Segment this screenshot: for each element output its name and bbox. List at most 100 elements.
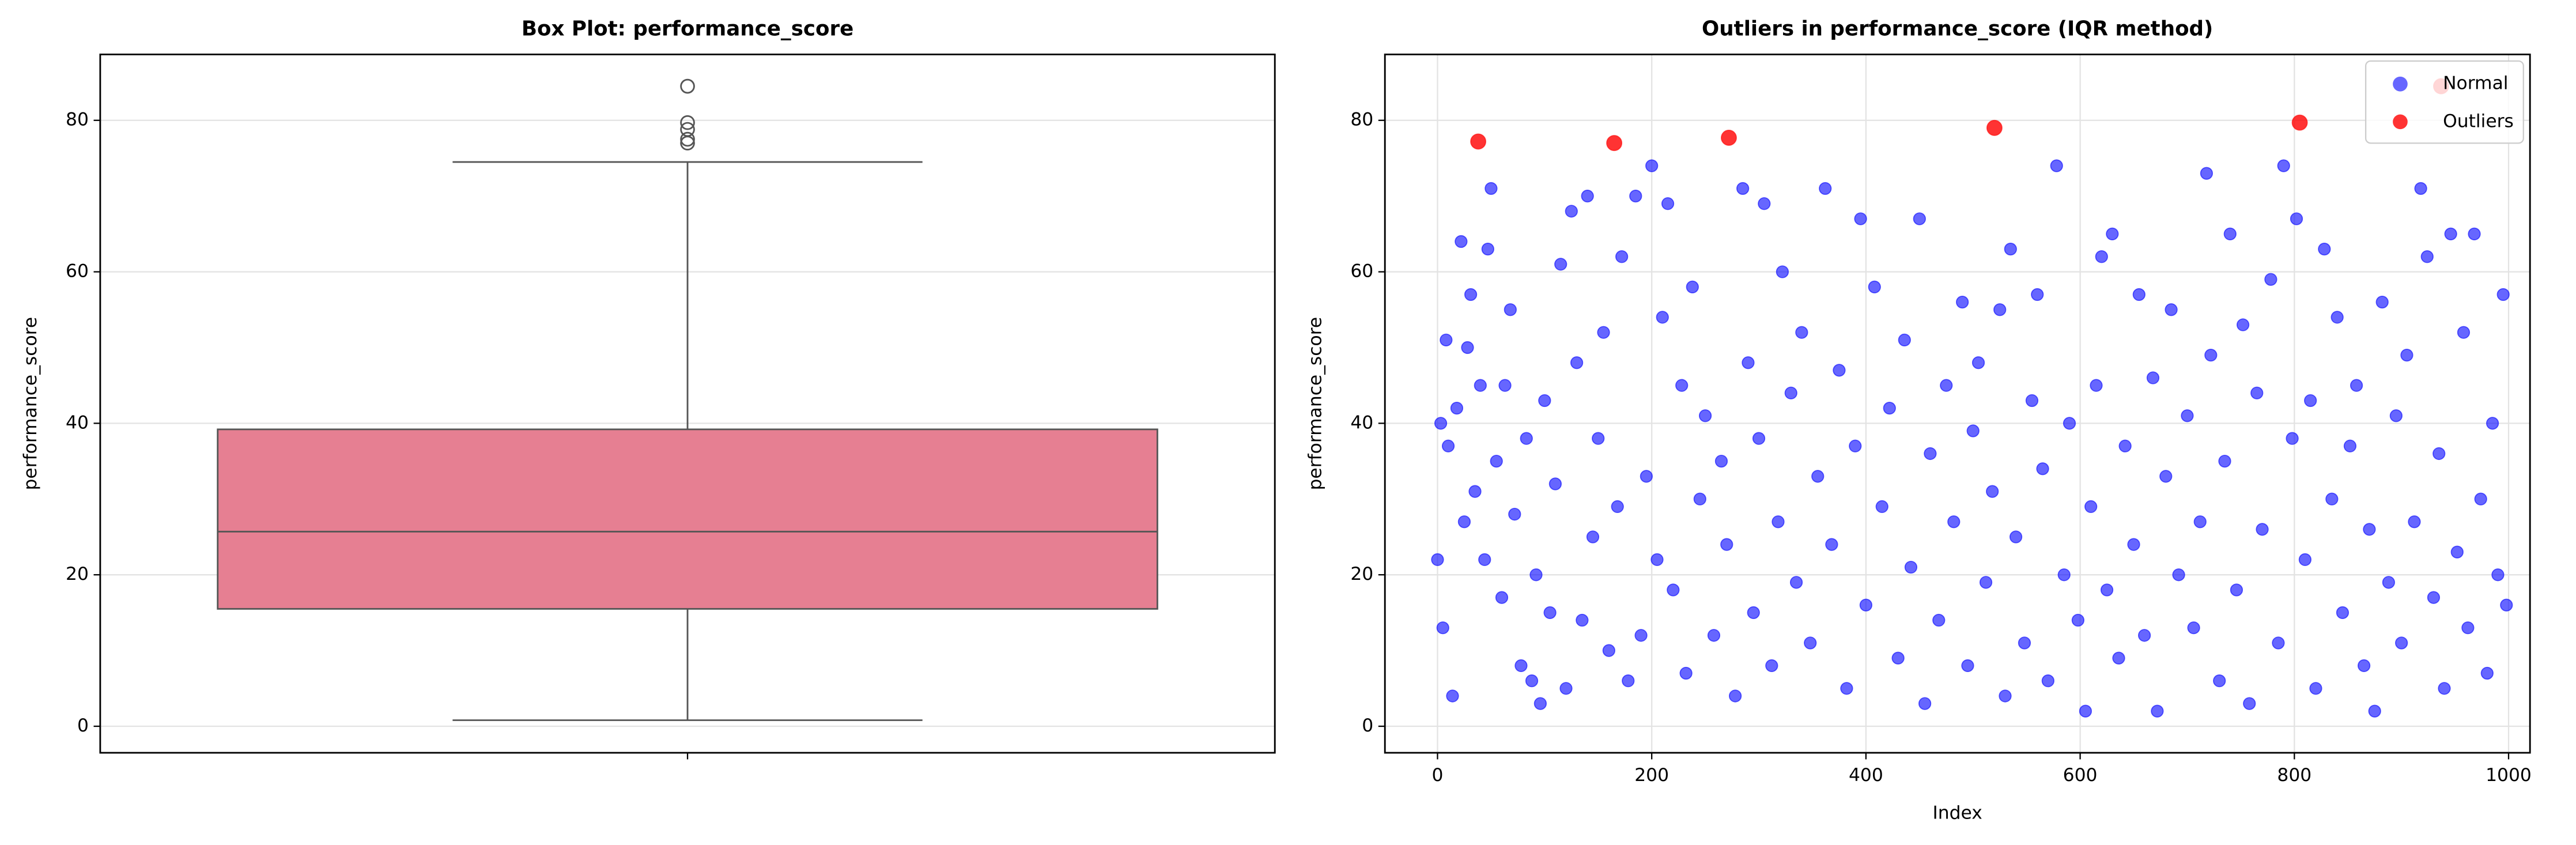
point (2486, 417, 2499, 430)
x-tick-label: 600 (2063, 765, 2098, 786)
x-tick-label: 0 (1431, 765, 1443, 786)
point (1883, 401, 1896, 415)
point (1586, 530, 1600, 544)
point (1656, 311, 1669, 324)
point (1434, 417, 1448, 430)
point (1859, 598, 1872, 612)
point (1533, 697, 1547, 710)
point (1940, 379, 1953, 392)
point (2414, 182, 2427, 195)
y-tick-label: 20 (1350, 564, 1373, 584)
point (2480, 666, 2494, 680)
point (2286, 432, 2299, 445)
point (1615, 250, 1629, 263)
point (1440, 333, 1453, 346)
point (2151, 704, 2164, 718)
y-tick-label: 60 (66, 261, 89, 282)
flier (680, 122, 695, 137)
point (1765, 659, 1778, 673)
point (2474, 492, 2487, 506)
chart-title: Outliers in performance_score (IQR metho… (1702, 17, 2213, 41)
x-tick-label: 1000 (2486, 765, 2532, 786)
point (2090, 379, 2103, 392)
point (1961, 659, 1974, 673)
point (1679, 666, 1693, 680)
point (1947, 515, 1961, 529)
point (2500, 598, 2513, 612)
point (2193, 515, 2207, 529)
scatter-panel: Outliers in performance_score (IQR metho… (1305, 17, 2531, 824)
point (1868, 280, 1881, 293)
point (1714, 454, 1728, 468)
point (2230, 583, 2243, 597)
point (1811, 470, 1825, 483)
point (1525, 674, 1539, 688)
x-tick-label: 800 (2277, 765, 2311, 786)
point (2250, 386, 2264, 399)
point (2420, 250, 2434, 263)
point (2461, 621, 2475, 635)
point (1918, 697, 1932, 710)
point (1554, 258, 1567, 271)
point (2363, 523, 2376, 536)
point (1819, 182, 1832, 195)
point (1464, 288, 1478, 301)
point (1675, 379, 1689, 392)
point (2009, 530, 2023, 544)
legend-label: Outliers (2443, 111, 2514, 131)
point (2427, 591, 2441, 604)
point (2084, 500, 2098, 514)
point (2444, 227, 2457, 240)
point (1758, 197, 1771, 210)
point (2223, 227, 2237, 240)
point (1772, 515, 1785, 529)
point (1457, 515, 1471, 529)
point (1736, 182, 1750, 195)
point (2491, 568, 2505, 582)
point (1784, 386, 1797, 399)
point (2041, 674, 2054, 688)
point (1468, 485, 1482, 498)
point (2357, 659, 2371, 673)
point (1747, 606, 1760, 620)
point (2057, 568, 2071, 582)
point (2331, 311, 2344, 324)
point (1538, 394, 1551, 408)
point (2382, 576, 2395, 589)
point (1789, 576, 1803, 589)
point (2112, 651, 2125, 665)
point (2165, 303, 2178, 316)
point (1932, 613, 1946, 627)
point (1804, 636, 1817, 650)
point (1795, 326, 1808, 339)
point (1548, 477, 1562, 491)
point (1602, 644, 1615, 657)
point (1565, 205, 1578, 218)
point (2100, 583, 2114, 597)
point (1640, 470, 1653, 483)
point (1559, 682, 1573, 695)
flier (680, 115, 695, 130)
point (2187, 621, 2200, 635)
point (2309, 682, 2322, 695)
point (1481, 243, 1494, 256)
y-tick-label: 40 (1350, 412, 1373, 433)
point (1441, 439, 1455, 452)
point (1776, 265, 1789, 278)
point (2298, 553, 2311, 567)
point (2031, 288, 2044, 301)
point (1576, 613, 1589, 627)
point (1543, 606, 1557, 620)
outlier-point (1986, 119, 2003, 136)
point (2395, 636, 2408, 650)
point (2290, 212, 2303, 225)
point (1514, 659, 1528, 673)
point (1650, 553, 1664, 567)
outlier-point (1470, 133, 1487, 150)
point (1529, 568, 1543, 582)
point (2181, 409, 2194, 423)
point (1966, 424, 1980, 437)
point (2063, 417, 2076, 430)
point (1436, 621, 1449, 635)
point (1597, 326, 1610, 339)
